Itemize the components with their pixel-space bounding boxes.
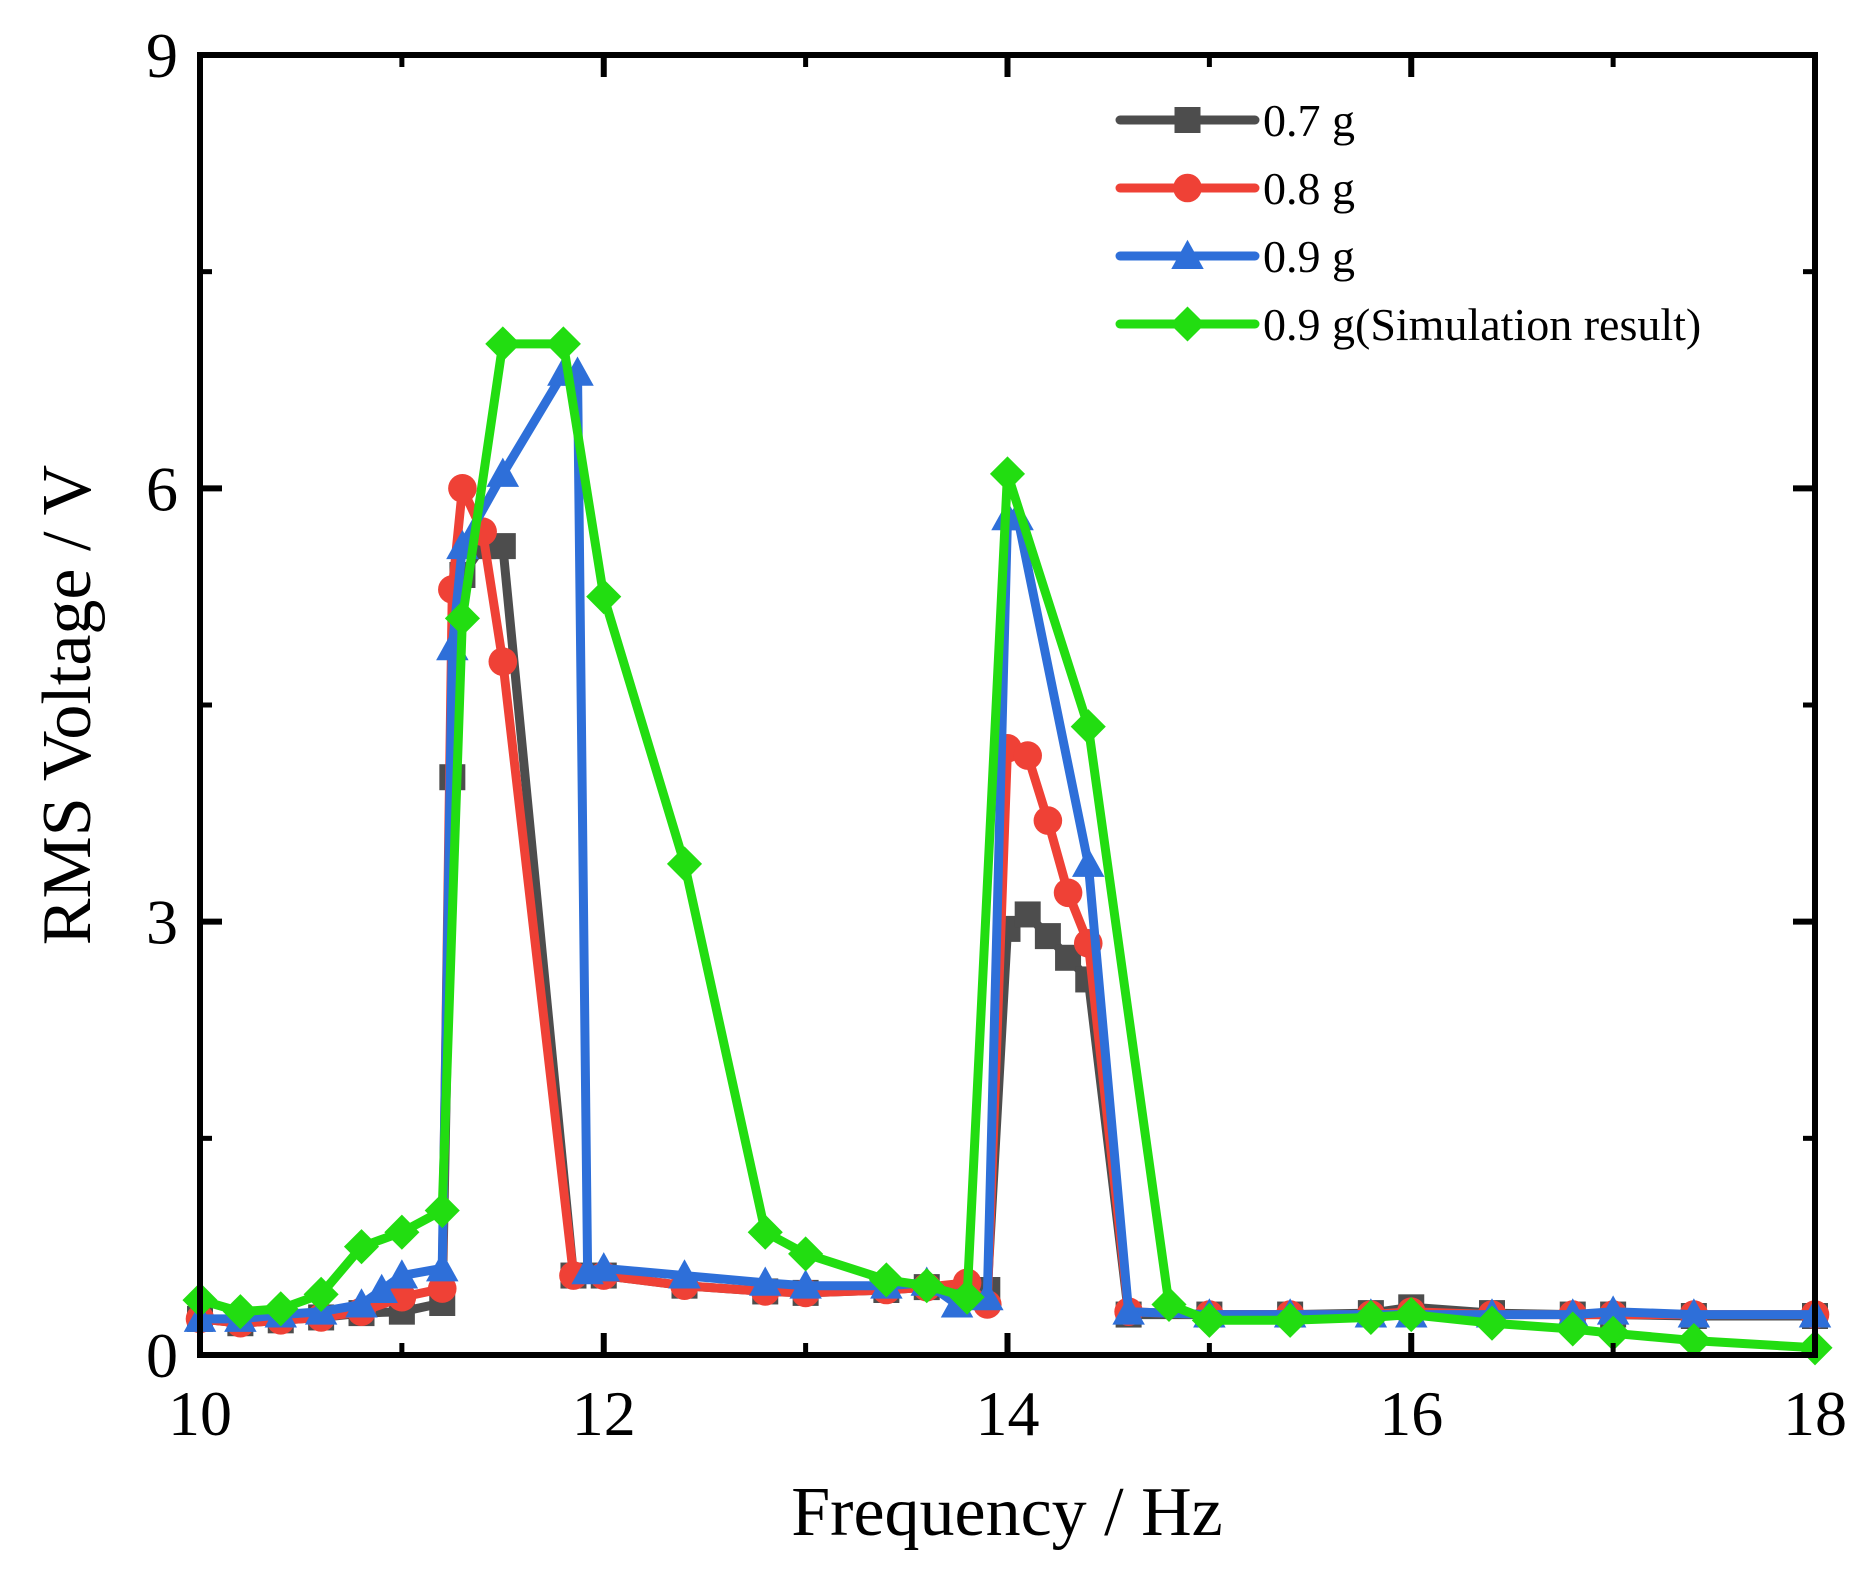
- data-point: [668, 1259, 701, 1289]
- legend-label: 0.8 g: [1263, 163, 1355, 214]
- data-point: [749, 1266, 782, 1296]
- data-point: [868, 1262, 904, 1298]
- data-point: [1013, 741, 1042, 770]
- data-point: [345, 1288, 378, 1318]
- legend-label: 0.9 g(Simulation result): [1263, 299, 1701, 350]
- x-tick-label: 12: [572, 1378, 636, 1449]
- plot-area: [200, 55, 1815, 1355]
- y-tick-label: 0: [146, 1320, 178, 1391]
- x-tick-label: 16: [1379, 1378, 1443, 1449]
- data-point: [384, 1214, 420, 1250]
- legend-marker: [1174, 107, 1201, 133]
- data-point: [343, 1229, 380, 1265]
- data-point: [1112, 1295, 1145, 1325]
- legend-label: 0.9 g: [1263, 231, 1355, 282]
- data-point: [1393, 1297, 1429, 1333]
- data-point: [545, 326, 581, 362]
- data-point: [1596, 1295, 1630, 1325]
- data-point: [385, 1259, 419, 1289]
- y-tick-label: 3: [146, 887, 178, 958]
- legend-marker: [1169, 306, 1206, 342]
- data-point: [747, 1214, 783, 1250]
- x-axis-label: Frequency / Hz: [791, 1474, 1223, 1551]
- data-point: [387, 1282, 417, 1312]
- data-point: [666, 846, 703, 882]
- data-point: [1595, 1315, 1631, 1351]
- legend-item-3: 0.9 g: [1115, 231, 1355, 282]
- data-point: [1677, 1298, 1711, 1328]
- data-point: [1676, 1323, 1712, 1359]
- data-point: [222, 1294, 258, 1330]
- data-point: [365, 1273, 398, 1303]
- data-point: [1053, 878, 1083, 908]
- series-layer: [182, 326, 1833, 1366]
- data-point: [909, 1268, 945, 1304]
- data-point: [485, 326, 521, 362]
- data-point: [587, 1252, 620, 1282]
- axes-layer: 10 12 14 16 18 0 3 6 9: [146, 20, 1847, 1449]
- legend-item-2: 0.8 g: [1115, 163, 1355, 214]
- data-point: [303, 1276, 339, 1312]
- data-point: [788, 1236, 824, 1272]
- data-point: [1191, 1302, 1227, 1338]
- data-point: [949, 1279, 985, 1315]
- data-point: [586, 579, 622, 615]
- data-point: [1272, 1302, 1308, 1338]
- legend-item-4: 0.9 g(Simulation result): [1115, 299, 1701, 350]
- data-point: [989, 456, 1026, 492]
- legend-marker: [1173, 173, 1202, 203]
- x-tick-label: 18: [1783, 1378, 1847, 1449]
- y-tick-label: 9: [146, 20, 178, 91]
- y-tick-label: 6: [146, 453, 178, 524]
- data-point: [1070, 709, 1106, 745]
- legend-marker: [1171, 239, 1204, 269]
- legend-label: 0.7 g: [1263, 95, 1355, 146]
- data-point: [444, 600, 480, 636]
- data-point: [1033, 806, 1063, 835]
- x-tick-label: 10: [168, 1378, 232, 1449]
- data-point: [427, 1274, 457, 1303]
- data-point: [971, 1280, 1004, 1311]
- data-point: [1353, 1299, 1389, 1335]
- data-point: [426, 1252, 459, 1282]
- data-point: [1474, 1305, 1510, 1341]
- data-point: [1151, 1286, 1187, 1322]
- legend-item-1: 0.7 g: [1115, 95, 1355, 146]
- data-point: [488, 647, 518, 676]
- data-point: [424, 1193, 460, 1229]
- data-point: [486, 457, 520, 487]
- data-point: [1555, 1311, 1591, 1347]
- data-point: [1072, 847, 1105, 877]
- legend: 0.7 g 0.8 g 0.9 g 0.9 g(Simulation result): [1115, 95, 1701, 350]
- data-point: [789, 1269, 822, 1299]
- x-tick-label: 14: [976, 1378, 1040, 1449]
- data-point: [263, 1291, 299, 1327]
- data-point: [448, 474, 477, 503]
- y-axis-label: RMS Voltage / V: [29, 465, 106, 945]
